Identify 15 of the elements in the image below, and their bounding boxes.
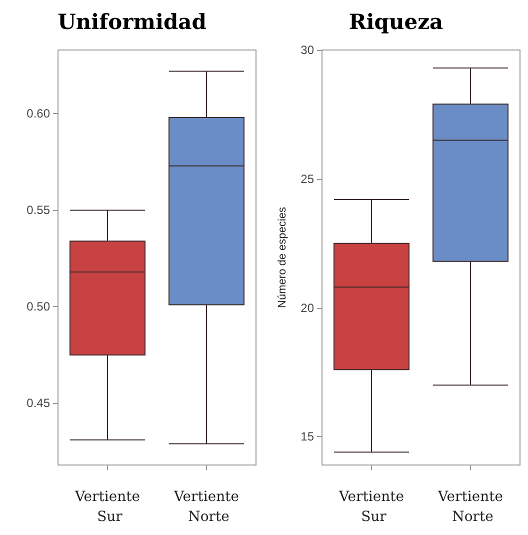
y-tick-label: 0.50 <box>26 300 50 314</box>
x-tick-label: Vertiente Norte <box>436 489 504 525</box>
y-tick-label: 0.55 <box>26 203 50 218</box>
y-tick-label: 20 <box>300 300 314 315</box>
y-tick-label: 0.45 <box>26 396 50 410</box>
y-tick-label: 15 <box>300 430 314 444</box>
x-tick-label: Vertiente Norte <box>172 489 240 525</box>
y-tick-label: 30 <box>300 43 314 57</box>
y-tick-label: 25 <box>300 172 314 186</box>
chart-title: Riqueza <box>348 9 444 34</box>
x-tick-label: Vertiente Sur <box>74 489 140 525</box>
x-tick-label: Vertiente Sur <box>338 489 404 525</box>
chart-title: Uniformidad <box>58 9 207 34</box>
y-axis-title: Número de especies <box>276 206 288 308</box>
y-tick-label: 0.60 <box>26 106 50 121</box>
